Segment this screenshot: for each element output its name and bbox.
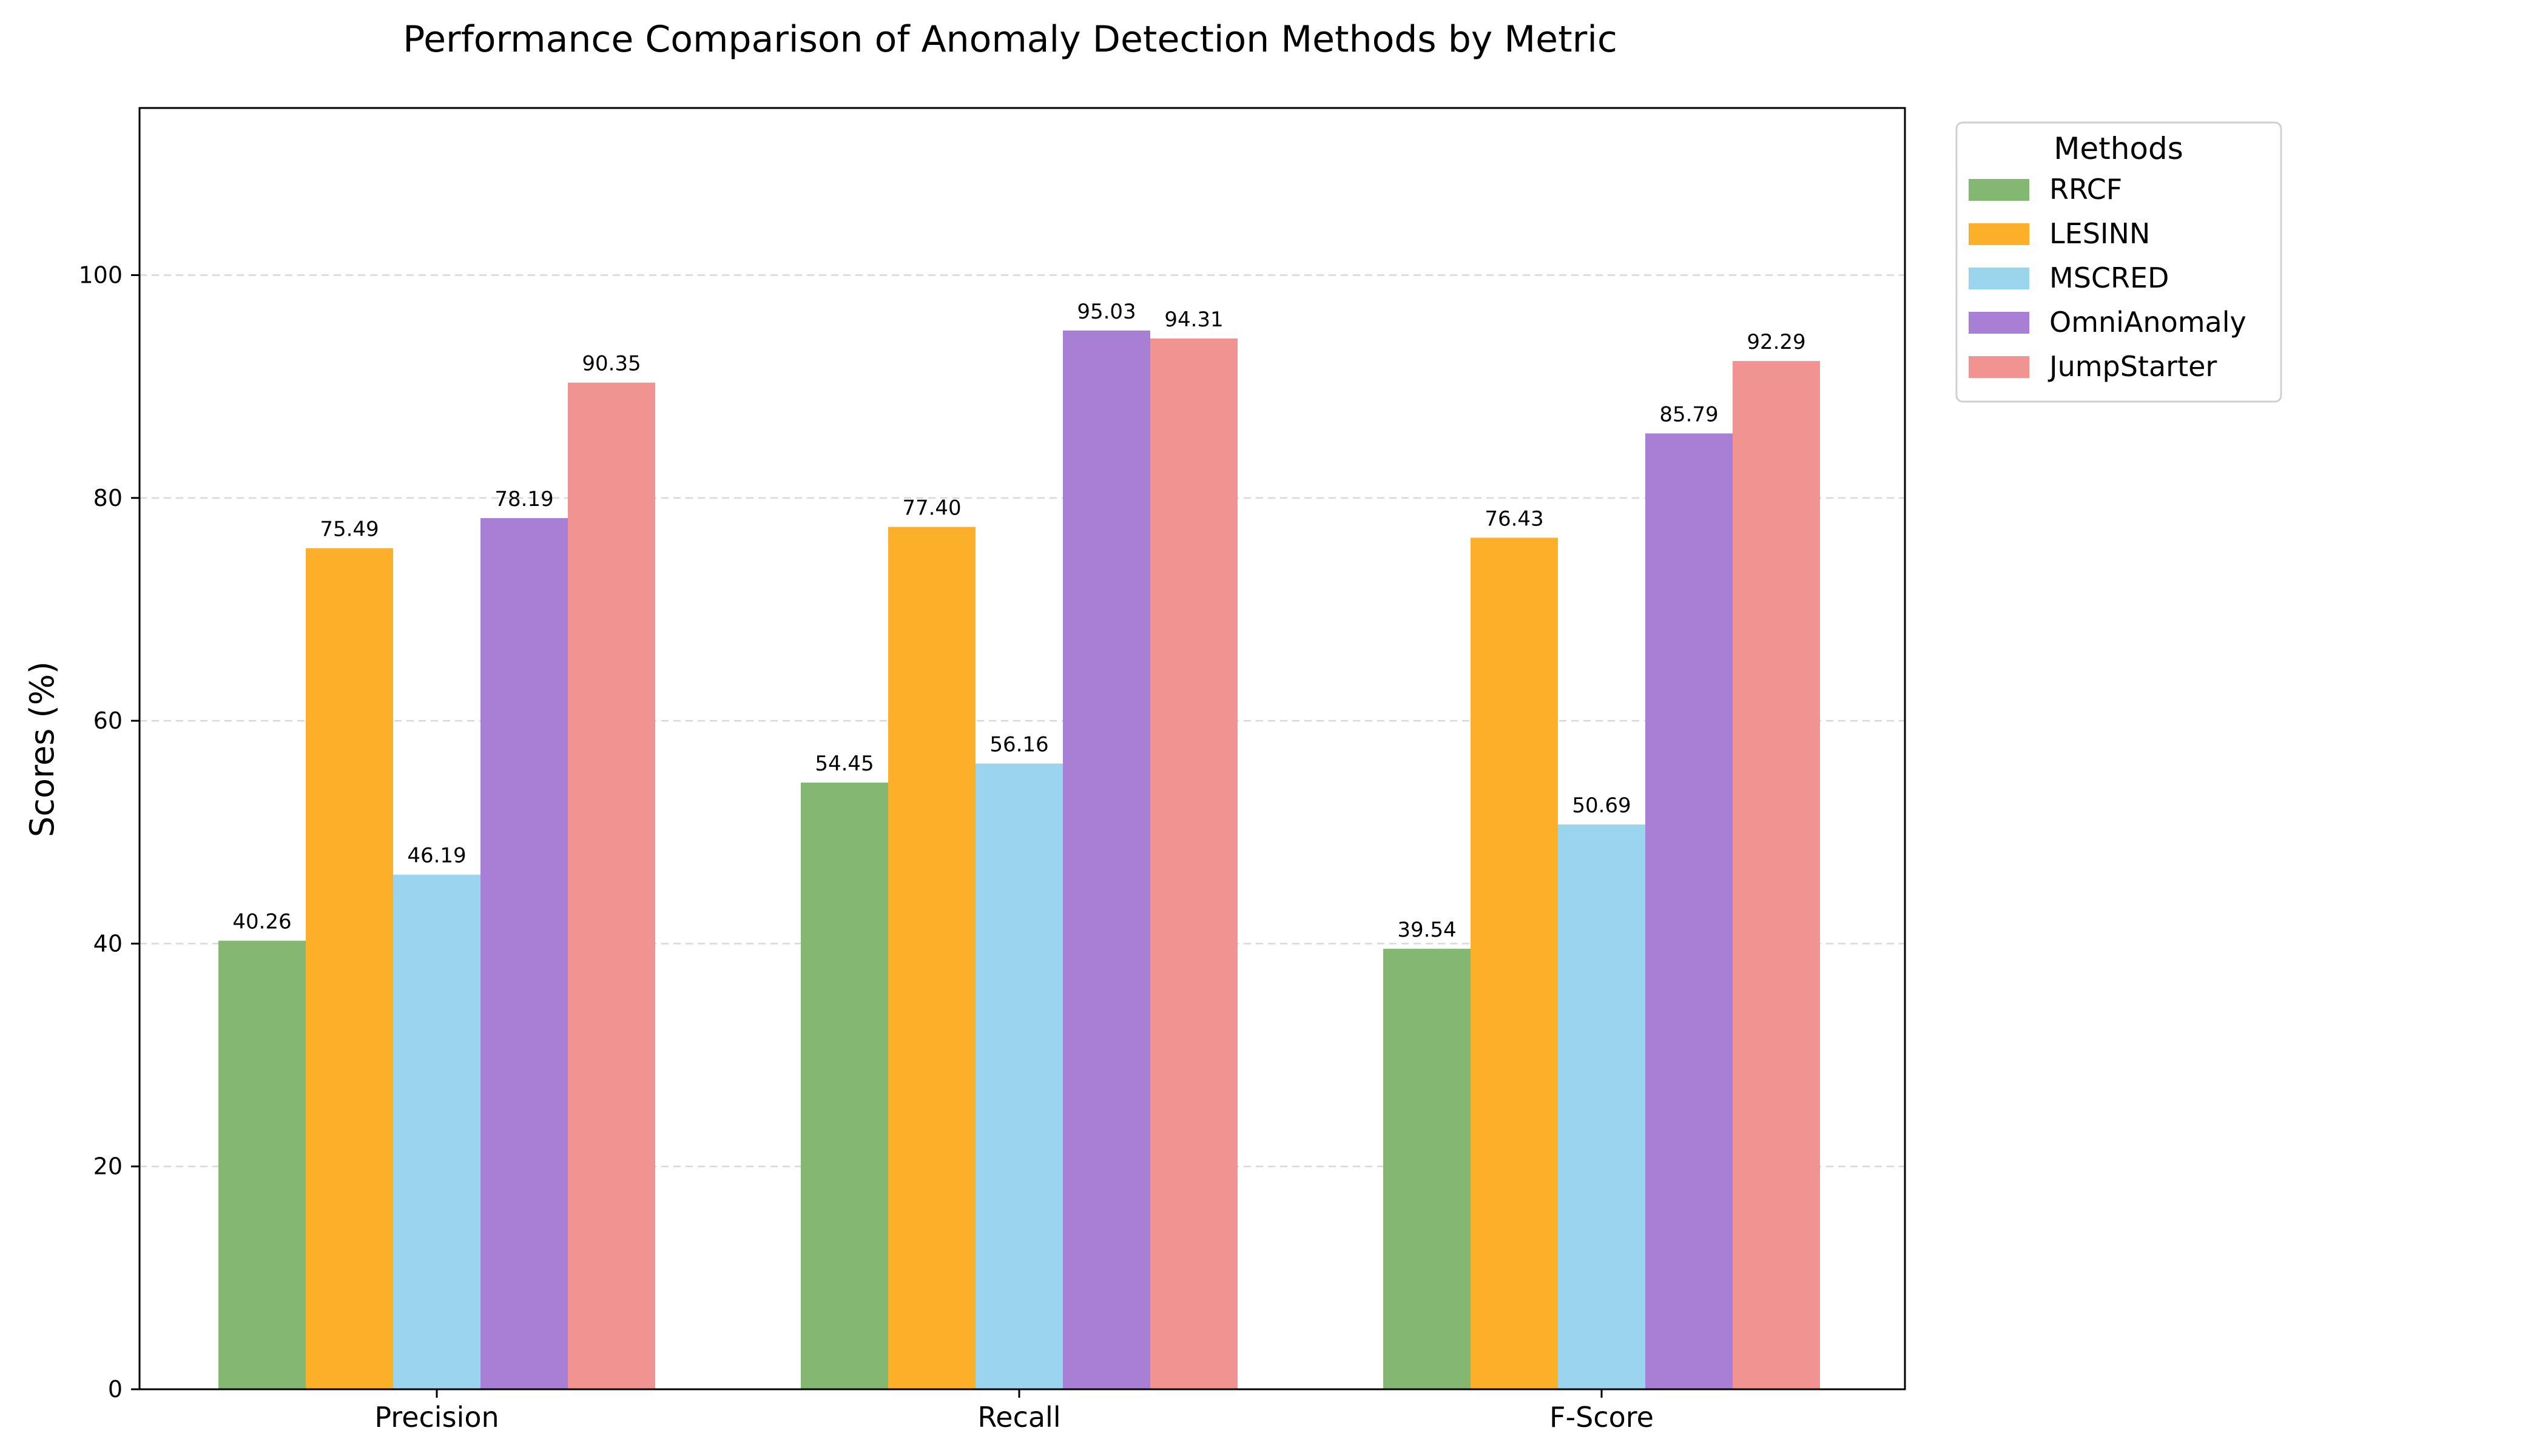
bar-value-label: 50.69 — [1572, 794, 1631, 818]
bar-value-label: 39.54 — [1397, 918, 1456, 942]
x-tick-label: Precision — [374, 1401, 499, 1434]
legend-label: JumpStarter — [2048, 350, 2217, 383]
legend-label: OmniAnomaly — [2049, 306, 2246, 339]
bar-lesinn — [888, 527, 976, 1389]
axis-ticks: 0 20 40 60 80 100 Precision Recall F-Score — [78, 261, 1653, 1434]
bar-jumpstarter — [568, 382, 655, 1389]
bar-mscred — [1558, 824, 1645, 1389]
legend-items: RRCF LESINN MSCRED OmniAnomaly JumpStarter — [1969, 173, 2246, 383]
bar-value-label: 77.40 — [902, 496, 961, 521]
y-tick-label: 20 — [93, 1153, 123, 1180]
bar-labels: 40.26 54.45 39.54 75.49 77.40 76.43 46.19 56.16… — [232, 300, 1805, 942]
bar-mscred — [393, 874, 480, 1389]
bar-lesinn — [1471, 538, 1558, 1389]
bar-value-label: 90.35 — [582, 352, 641, 376]
bar-value-label: 92.29 — [1747, 330, 1805, 354]
y-axis-label: Scores (%) — [23, 661, 61, 837]
bars — [218, 330, 1820, 1389]
bar-omnianomaly — [1645, 433, 1733, 1389]
plot-frame — [138, 107, 1906, 1390]
bar-omnianomaly — [1063, 330, 1150, 1389]
legend-label: LESINN — [2049, 217, 2150, 250]
bar-value-label: 94.31 — [1164, 308, 1223, 332]
x-tick-label: Recall — [977, 1401, 1060, 1434]
legend-label: MSCRED — [2049, 261, 2169, 294]
y-tick-label: 60 — [93, 707, 123, 734]
legend-label: RRCF — [2049, 173, 2122, 206]
bar-value-label: 76.43 — [1485, 507, 1543, 531]
bar-jumpstarter — [1150, 338, 1238, 1389]
y-tick-label: 80 — [93, 485, 123, 511]
y-tick-label: 40 — [93, 930, 123, 957]
bar-rrcf — [218, 940, 306, 1389]
legend-title: Methods — [2054, 131, 2183, 166]
bar-mscred — [976, 763, 1063, 1389]
legend-swatch — [1969, 268, 2029, 289]
bar-value-label: 54.45 — [815, 752, 874, 776]
y-tick-label: 100 — [78, 261, 123, 288]
y-tick-label: 0 — [108, 1376, 123, 1403]
bar-value-label: 85.79 — [1659, 402, 1718, 426]
bar-lesinn — [306, 548, 393, 1389]
chart-title: Performance Comparison of Anomaly Detect… — [403, 18, 1617, 61]
bar-value-label: 56.16 — [989, 733, 1048, 757]
legend-frame — [1955, 121, 2282, 403]
bar-jumpstarter — [1733, 361, 1820, 1389]
legend: Methods RRCF LESINN MSCRED OmniAnomaly JumpS… — [1955, 121, 2282, 403]
bar-rrcf — [801, 783, 888, 1389]
legend-swatch — [1969, 356, 2029, 378]
legend-swatch — [1969, 312, 2029, 334]
legend-swatch — [1969, 179, 2029, 201]
legend-swatch — [1969, 223, 2029, 245]
bar-rrcf — [1383, 948, 1471, 1389]
bar-value-label: 46.19 — [407, 844, 466, 868]
bar-value-label: 78.19 — [494, 487, 553, 511]
bar-value-label: 95.03 — [1077, 300, 1136, 324]
x-tick-label: F-Score — [1549, 1401, 1654, 1434]
bar-value-label: 75.49 — [320, 517, 379, 542]
bar-omnianomaly — [480, 518, 568, 1389]
bar-value-label: 40.26 — [232, 910, 291, 934]
